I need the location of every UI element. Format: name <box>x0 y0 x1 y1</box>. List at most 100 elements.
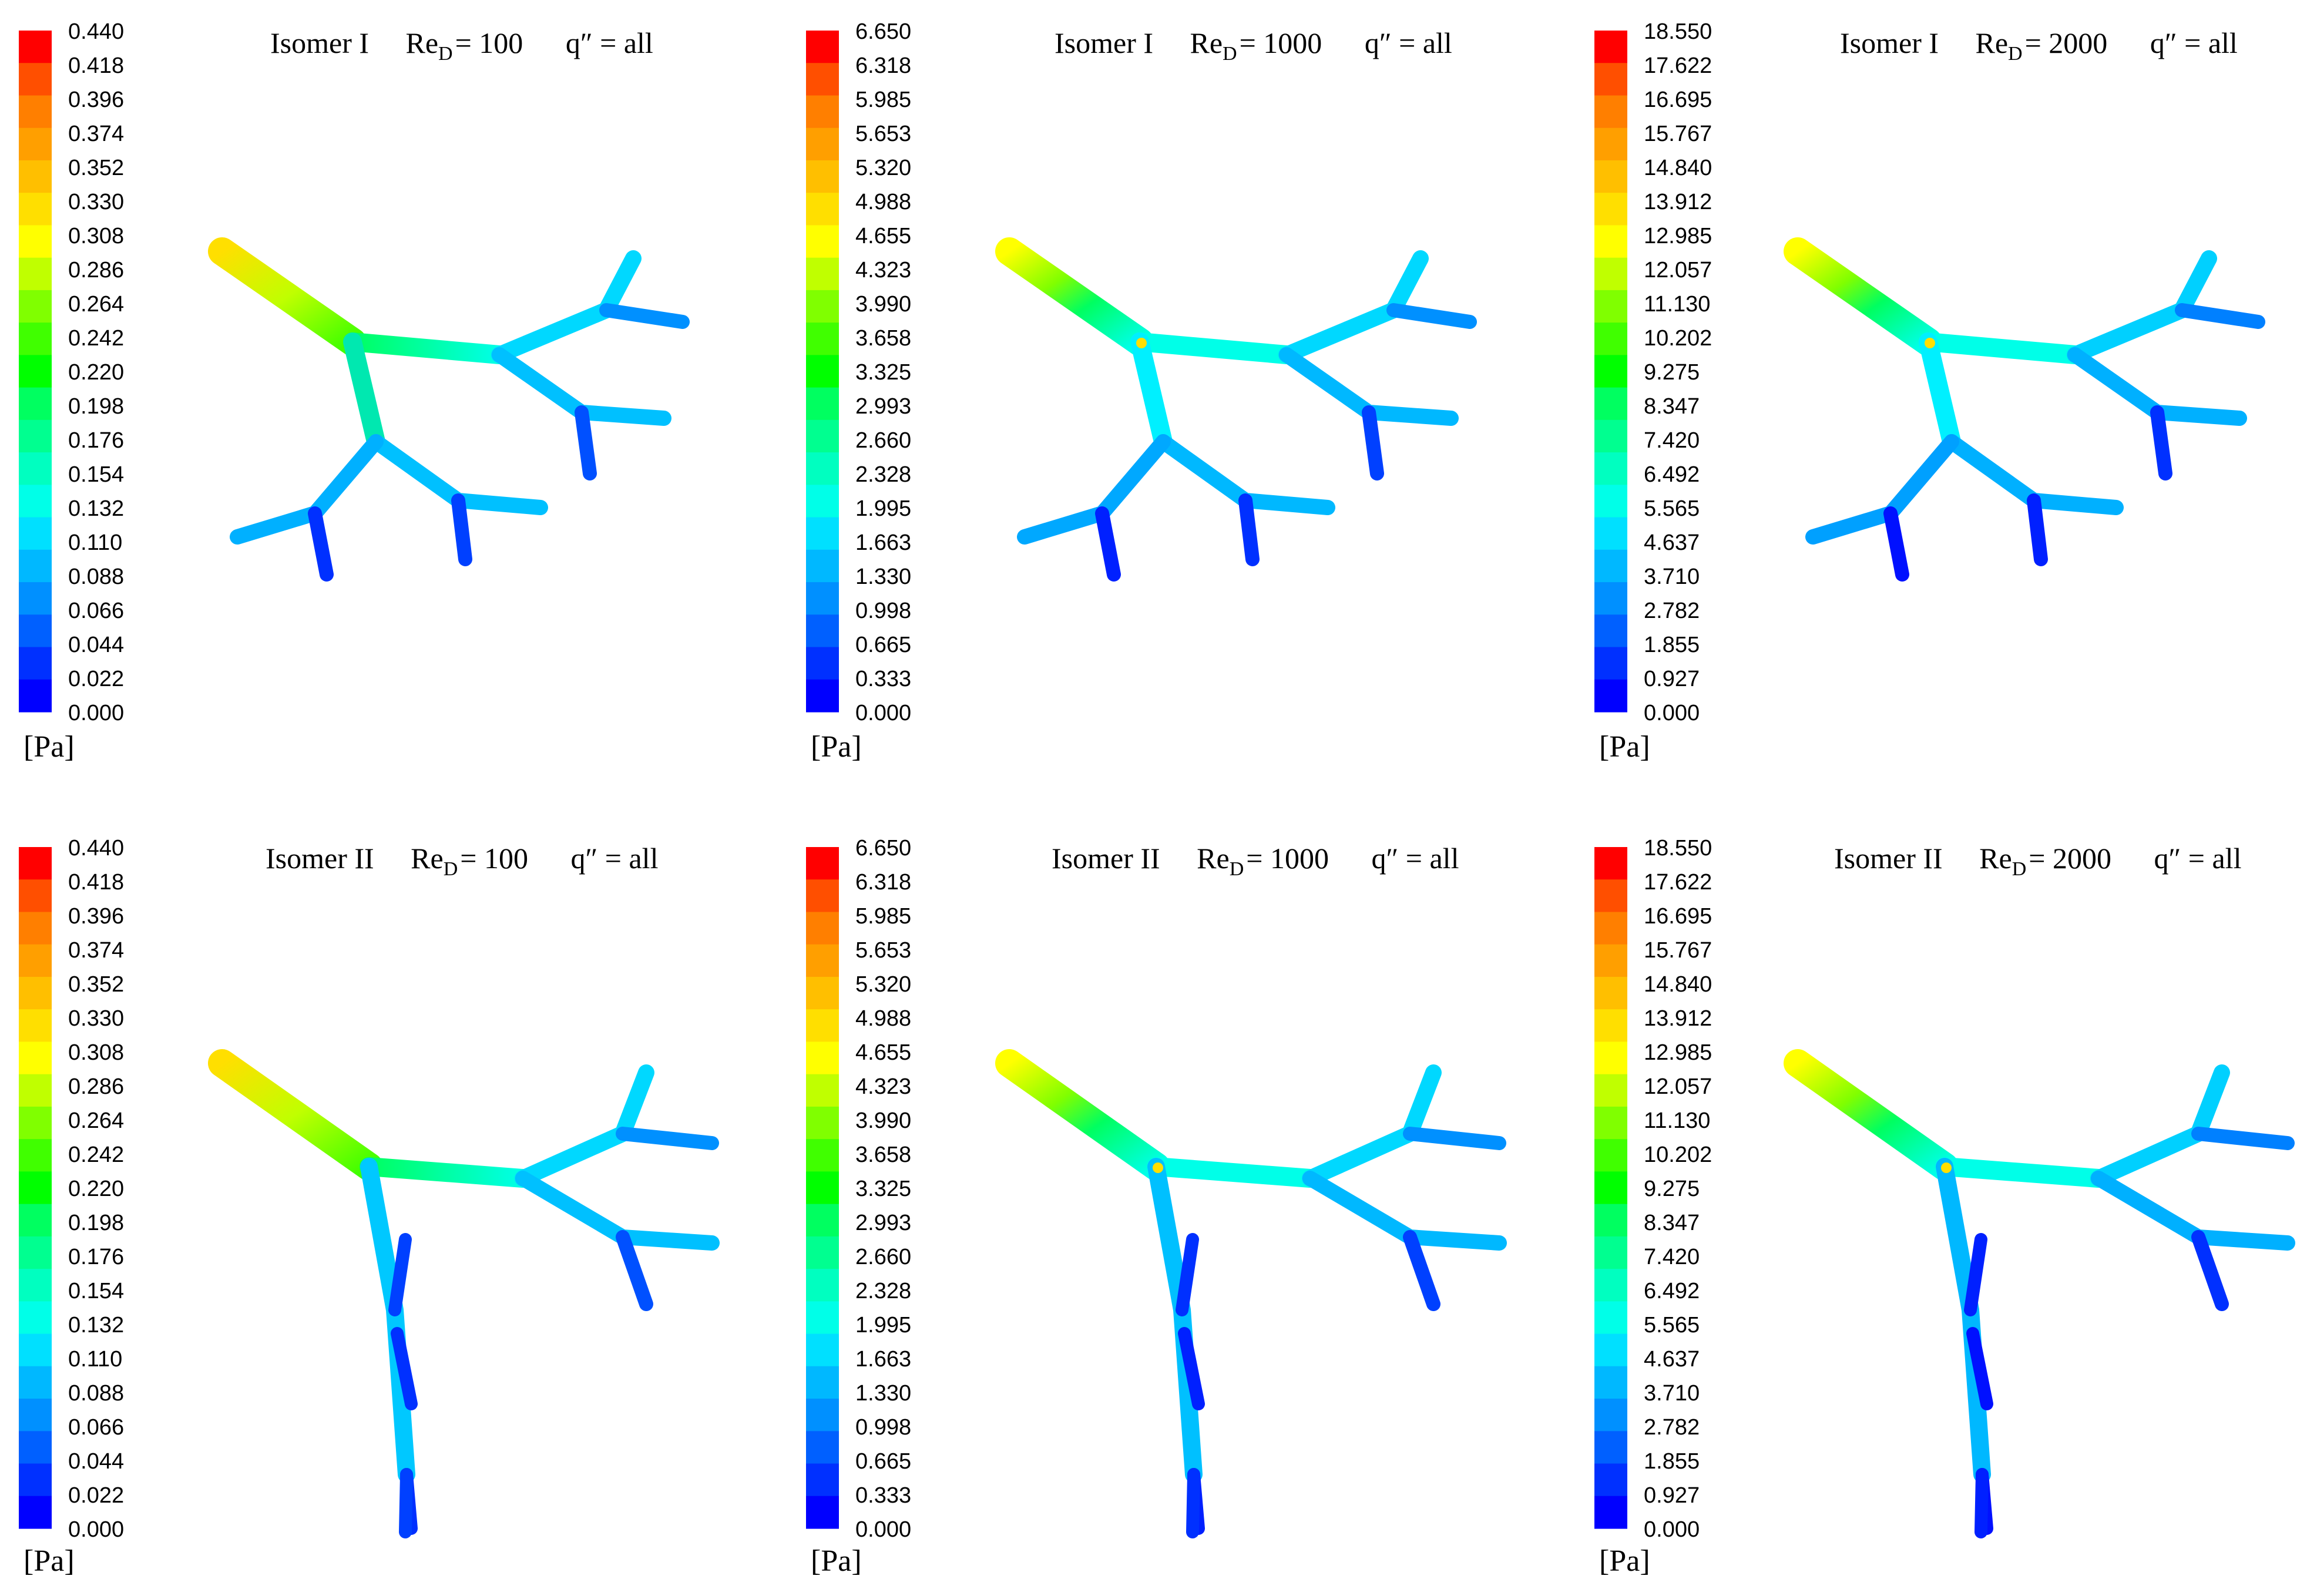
unit-label: [Pa] <box>23 730 75 764</box>
color-band <box>806 485 839 518</box>
unit-label: [Pa] <box>1599 1544 1650 1578</box>
tick-label: 15.767 <box>1644 938 1712 963</box>
color-band <box>19 1269 52 1302</box>
color-band <box>1594 355 1627 388</box>
color-band <box>19 879 52 913</box>
color-band <box>1594 387 1627 421</box>
vessel-segment <box>1964 1233 1987 1316</box>
color-band <box>1594 1009 1627 1043</box>
color-band <box>1594 1106 1627 1140</box>
re-subscript: D <box>1223 43 1237 65</box>
color-band <box>806 1139 839 1172</box>
vessel-segment <box>230 434 384 545</box>
panel-title: Isomer I ReD= 2000 q″ = all <box>1840 26 2238 65</box>
tick-label: 0.066 <box>68 599 124 623</box>
color-band <box>19 322 52 355</box>
color-band <box>806 679 839 713</box>
tick-label: 2.328 <box>855 1279 911 1303</box>
tick-label: 8.347 <box>1644 394 1700 419</box>
tick-label: 2.660 <box>855 428 911 453</box>
color-band <box>1594 1496 1627 1529</box>
isomer-label: Isomer II <box>1834 842 1943 875</box>
heat-flux-label: q″ = all <box>570 842 658 875</box>
vessel-segment <box>1919 332 2084 364</box>
tick-label: 3.325 <box>855 1177 911 1201</box>
tick-label: 0.066 <box>68 1415 124 1440</box>
vessel-segment <box>1095 506 1121 582</box>
color-band <box>19 355 52 388</box>
panel-isomer-ii-re-1000: 6.650 6.318 5.985 5.653 5.320 4.988 4.65… <box>806 836 1507 1578</box>
color-band <box>19 1366 52 1399</box>
tick-label: 0.242 <box>68 1143 124 1167</box>
color-band <box>1594 1399 1627 1432</box>
vessel-segment <box>1238 493 1260 566</box>
re-label: Re <box>1190 26 1223 59</box>
color-band <box>806 1496 839 1529</box>
color-band <box>19 1463 52 1497</box>
color-band <box>19 1106 52 1140</box>
vessel-segment <box>599 303 690 329</box>
tick-label: 0.088 <box>68 1381 124 1406</box>
tick-labels: 6.650 6.318 5.985 5.653 5.320 4.988 4.65… <box>855 836 911 1542</box>
hotspot-marker <box>1925 338 1935 348</box>
tick-label: 0.044 <box>68 1449 124 1474</box>
color-band <box>1594 127 1627 161</box>
unit-label: [Pa] <box>23 1544 75 1578</box>
tick-label: 8.347 <box>1644 1211 1700 1235</box>
color-band <box>19 647 52 680</box>
color-scale <box>1594 31 1627 713</box>
color-band <box>1594 1236 1627 1269</box>
color-band <box>1594 160 1627 193</box>
color-band <box>19 419 52 453</box>
color-band <box>19 614 52 648</box>
color-band <box>19 257 52 291</box>
vessel-segment <box>575 405 597 481</box>
color-band <box>806 847 839 880</box>
vessel-segment <box>2090 1064 2230 1187</box>
color-band <box>19 944 52 977</box>
tick-label: 15.767 <box>1644 122 1712 146</box>
color-band <box>19 485 52 518</box>
color-band <box>806 614 839 648</box>
color-band <box>19 976 52 1010</box>
color-band <box>1594 517 1627 550</box>
tick-label: 14.840 <box>1644 972 1712 997</box>
color-band <box>19 290 52 323</box>
vessel-segment <box>343 332 385 451</box>
vessel-segment <box>1186 1468 1200 1538</box>
color-band <box>1594 1269 1627 1302</box>
tick-label: 13.912 <box>1644 1006 1712 1031</box>
vessel-segment <box>1403 1127 1506 1150</box>
vessel-segment <box>1147 1158 1203 1483</box>
tick-label: 11.130 <box>1644 292 1710 317</box>
vessel-segment <box>343 332 509 364</box>
vessel-segment <box>1017 434 1171 545</box>
color-band <box>19 1333 52 1367</box>
tick-label: 0.044 <box>68 633 124 657</box>
tick-label: 0.665 <box>855 633 911 657</box>
panel-title: Isomer II ReD= 100 q″ = all <box>266 842 658 880</box>
color-band <box>806 257 839 291</box>
vessel-tree <box>208 237 690 582</box>
color-band <box>806 1269 839 1302</box>
inlet-segment <box>995 1049 1170 1181</box>
tick-label: 5.320 <box>855 156 911 180</box>
panel-isomer-ii-re-100: 0.440 0.418 0.396 0.374 0.352 0.330 0.30… <box>19 836 720 1578</box>
color-band <box>806 582 839 615</box>
tick-label: 3.325 <box>855 360 911 385</box>
tick-label: 12.985 <box>1644 1040 1712 1065</box>
color-band <box>806 549 839 583</box>
tick-label: 6.318 <box>855 870 911 895</box>
tick-label: 5.985 <box>855 904 911 929</box>
color-band <box>1594 647 1627 680</box>
color-band <box>1594 1171 1627 1205</box>
color-band <box>806 1463 839 1497</box>
color-band <box>806 160 839 193</box>
tick-label: 0.198 <box>68 394 124 419</box>
tick-labels: 6.650 6.318 5.985 5.653 5.320 4.988 4.65… <box>855 19 911 725</box>
color-band <box>806 419 839 453</box>
color-scale <box>19 847 52 1529</box>
color-band <box>19 160 52 193</box>
tick-label: 10.202 <box>1644 1143 1712 1167</box>
tick-label: 5.565 <box>1644 1313 1700 1338</box>
